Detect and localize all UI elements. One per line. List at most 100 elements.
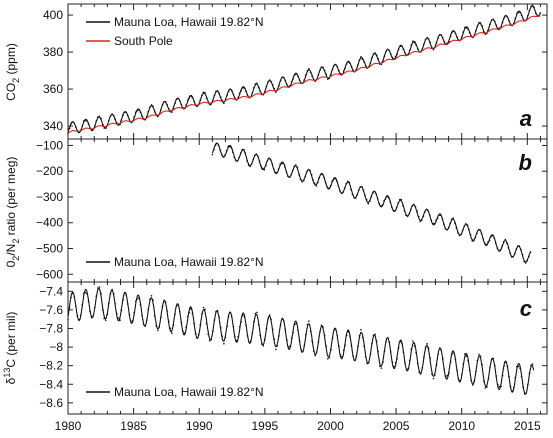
series-point [218, 316, 220, 319]
series-point [71, 121, 74, 123]
series-point [404, 362, 406, 364]
series-point [401, 342, 403, 345]
series-point [391, 206, 393, 209]
series-point [205, 322, 208, 325]
series-point [158, 326, 161, 328]
series-point [411, 204, 414, 207]
series-point [416, 362, 419, 365]
series-point [317, 341, 320, 344]
series-point [193, 100, 195, 103]
series-point [516, 12, 518, 15]
series-point [394, 361, 397, 364]
series-point [190, 95, 192, 98]
series-point [117, 317, 120, 319]
series-point [147, 308, 150, 311]
series-point [533, 6, 535, 9]
series-point [201, 313, 203, 315]
series-point [219, 149, 221, 151]
series-point [246, 160, 248, 162]
series-point [361, 186, 363, 188]
series-point [97, 116, 99, 118]
series-point [127, 303, 129, 305]
series-point [201, 94, 203, 96]
series-point [297, 75, 299, 77]
series-point [271, 84, 274, 86]
series-point [413, 345, 416, 347]
series-point [306, 323, 309, 326]
series-point [449, 222, 452, 224]
series-point [220, 326, 222, 329]
y-tick-label: −600 [36, 267, 63, 281]
series-point [510, 255, 513, 258]
series-point [476, 25, 479, 27]
panel-a: 340 360 380 400 a Mauna Loa, Hawaii 19.82°N… [4, 3, 548, 140]
series-point [246, 94, 249, 96]
series-point [410, 348, 413, 351]
series-point [352, 355, 354, 357]
series-point [263, 168, 266, 171]
series-point [246, 335, 249, 337]
series-point [403, 210, 406, 212]
series-point [68, 307, 71, 309]
series-point [303, 79, 306, 81]
series-point [479, 22, 482, 24]
series-point [287, 175, 289, 177]
series-point [473, 380, 476, 383]
series-point [345, 334, 348, 337]
y-tick-label: −8.6 [39, 396, 63, 410]
series-point [188, 311, 191, 314]
series-point [378, 202, 381, 205]
series-point [298, 79, 301, 81]
series-point [131, 319, 134, 322]
series-point [438, 214, 440, 216]
series-point [101, 124, 104, 126]
series-point [322, 326, 324, 328]
series-point [486, 386, 488, 388]
series-point [334, 177, 337, 180]
series-point [260, 343, 263, 345]
series-point [501, 245, 503, 247]
series-point [421, 219, 423, 222]
series-point [298, 173, 300, 176]
series-point [371, 57, 373, 59]
series-point [286, 83, 288, 86]
series-point [394, 210, 396, 212]
series-point [240, 89, 242, 92]
series-point [320, 324, 323, 327]
co2-label-subscript: 2 [11, 78, 21, 83]
series-point [150, 295, 153, 297]
series-point [454, 358, 457, 361]
series-point [138, 297, 140, 299]
series-point [251, 92, 254, 94]
series-point [278, 84, 280, 87]
legend-b-label: Mauna Loa, Hawaii 19.82°N [114, 255, 264, 269]
series-point [518, 245, 521, 247]
series-point [215, 90, 217, 93]
series-point [402, 48, 405, 50]
series-point [529, 251, 532, 254]
series-point [231, 316, 233, 318]
series-point [234, 97, 236, 99]
series-point [435, 219, 437, 222]
series-point [216, 309, 219, 312]
series-point [460, 36, 463, 38]
series-point [161, 104, 164, 106]
series-line-1 [67, 14, 541, 134]
series-point [468, 369, 471, 372]
series-point [276, 171, 278, 174]
series-point [172, 107, 175, 109]
series-line-0 [67, 287, 535, 395]
series-point [174, 102, 176, 104]
series-point [290, 80, 293, 83]
series-point [177, 304, 179, 306]
series-point [294, 323, 296, 326]
x-tick-label: 1985 [120, 419, 147, 433]
series-point [216, 142, 218, 145]
series-point [371, 342, 373, 345]
series-point [253, 87, 255, 89]
series-point [338, 345, 340, 348]
series-point [443, 40, 446, 43]
series-point [484, 33, 487, 36]
series-point [223, 342, 225, 345]
series-point [428, 214, 431, 216]
